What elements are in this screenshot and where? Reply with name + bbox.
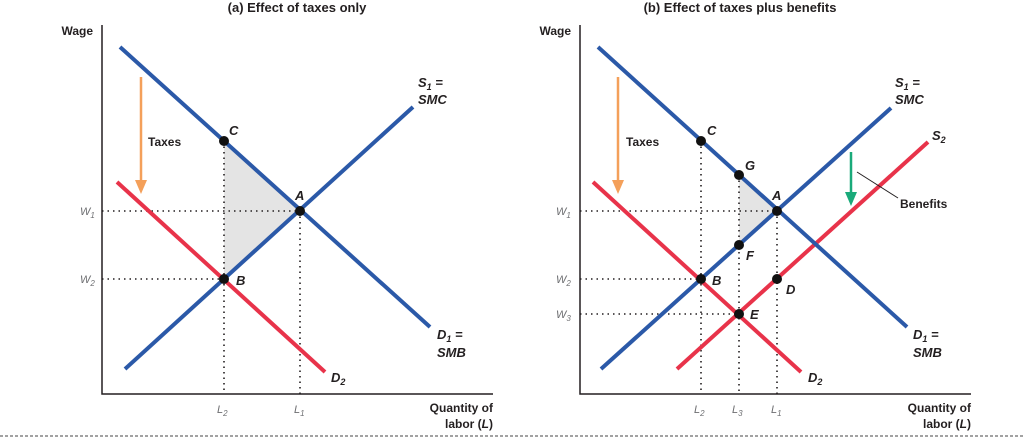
d1-smb-curve [118,45,432,329]
point-e [734,309,744,319]
panel-a: (a) Effect of taxes only Wage Taxes A B … [61,0,494,431]
x-axis-label-line2: labor (L) [445,417,493,431]
s1-label: S1 = [418,75,443,92]
d2-label: D2 [808,370,822,387]
benefits-label: Benefits [900,197,948,211]
point-d-label: D [786,282,796,297]
point-b-label: B [236,273,245,288]
d2-label: D2 [331,370,345,387]
point-a [772,206,782,216]
x-axis-label-line1: Quantity of [908,401,972,415]
point-c [696,136,706,146]
point-f [734,240,744,250]
axes [101,25,493,395]
x-axis-label-line1: Quantity of [430,401,494,415]
w3-tick-label: W3 [556,309,571,323]
panel-b: (b) Effect of taxes plus benefits Wage T… [539,0,972,431]
point-g [734,170,744,180]
point-a [295,206,305,216]
point-c [219,136,229,146]
point-c-label: C [229,123,239,138]
smc-label: SMC [895,92,925,107]
s1-smc-curve [599,106,893,371]
taxes-label: Taxes [148,135,181,149]
deadweight-loss-area [739,175,777,245]
w1-tick-label: W1 [80,206,95,220]
s2-label: S2 [932,128,946,145]
panel-b-title: (b) Effect of taxes plus benefits [644,0,837,15]
point-a-label: A [771,188,781,203]
smb-label: SMB [437,345,466,360]
point-g-label: G [745,158,755,173]
deadweight-loss-area [224,141,300,279]
s2-curve [675,140,930,371]
point-d [772,274,782,284]
point-c-label: C [707,123,717,138]
taxes-arrow [612,77,624,194]
point-b-label: B [712,273,721,288]
l2-tick-label: L2 [217,404,228,418]
benefits-leader-line [856,171,899,199]
l2-tick-label: L2 [694,404,705,418]
smc-label: SMC [418,92,448,107]
d1-smb-curve [596,45,909,329]
point-e-label: E [750,307,759,322]
point-b [219,274,229,284]
panel-a-title: (a) Effect of taxes only [228,0,367,15]
axes [579,25,971,395]
w2-tick-label: W2 [556,274,571,288]
taxes-arrow [135,77,147,194]
d1-label: D1 = [437,327,463,344]
l3-tick-label: L3 [732,404,743,418]
benefits-arrow [845,152,857,206]
s1-smc-curve [123,105,415,371]
l1-tick-label: L1 [294,404,305,418]
s1-label: S1 = [895,75,920,92]
w2-tick-label: W2 [80,274,95,288]
d1-label: D1 = [913,327,939,344]
smb-label: SMB [913,345,942,360]
l1-tick-label: L1 [771,404,782,418]
point-b [696,274,706,284]
w1-tick-label: W1 [556,206,571,220]
point-a-label: A [294,188,304,203]
point-f-label: F [746,248,755,263]
taxes-label: Taxes [626,135,659,149]
x-axis-label-line2: labor (L) [923,417,971,431]
y-axis-label: Wage [539,24,571,38]
y-axis-label: Wage [61,24,93,38]
